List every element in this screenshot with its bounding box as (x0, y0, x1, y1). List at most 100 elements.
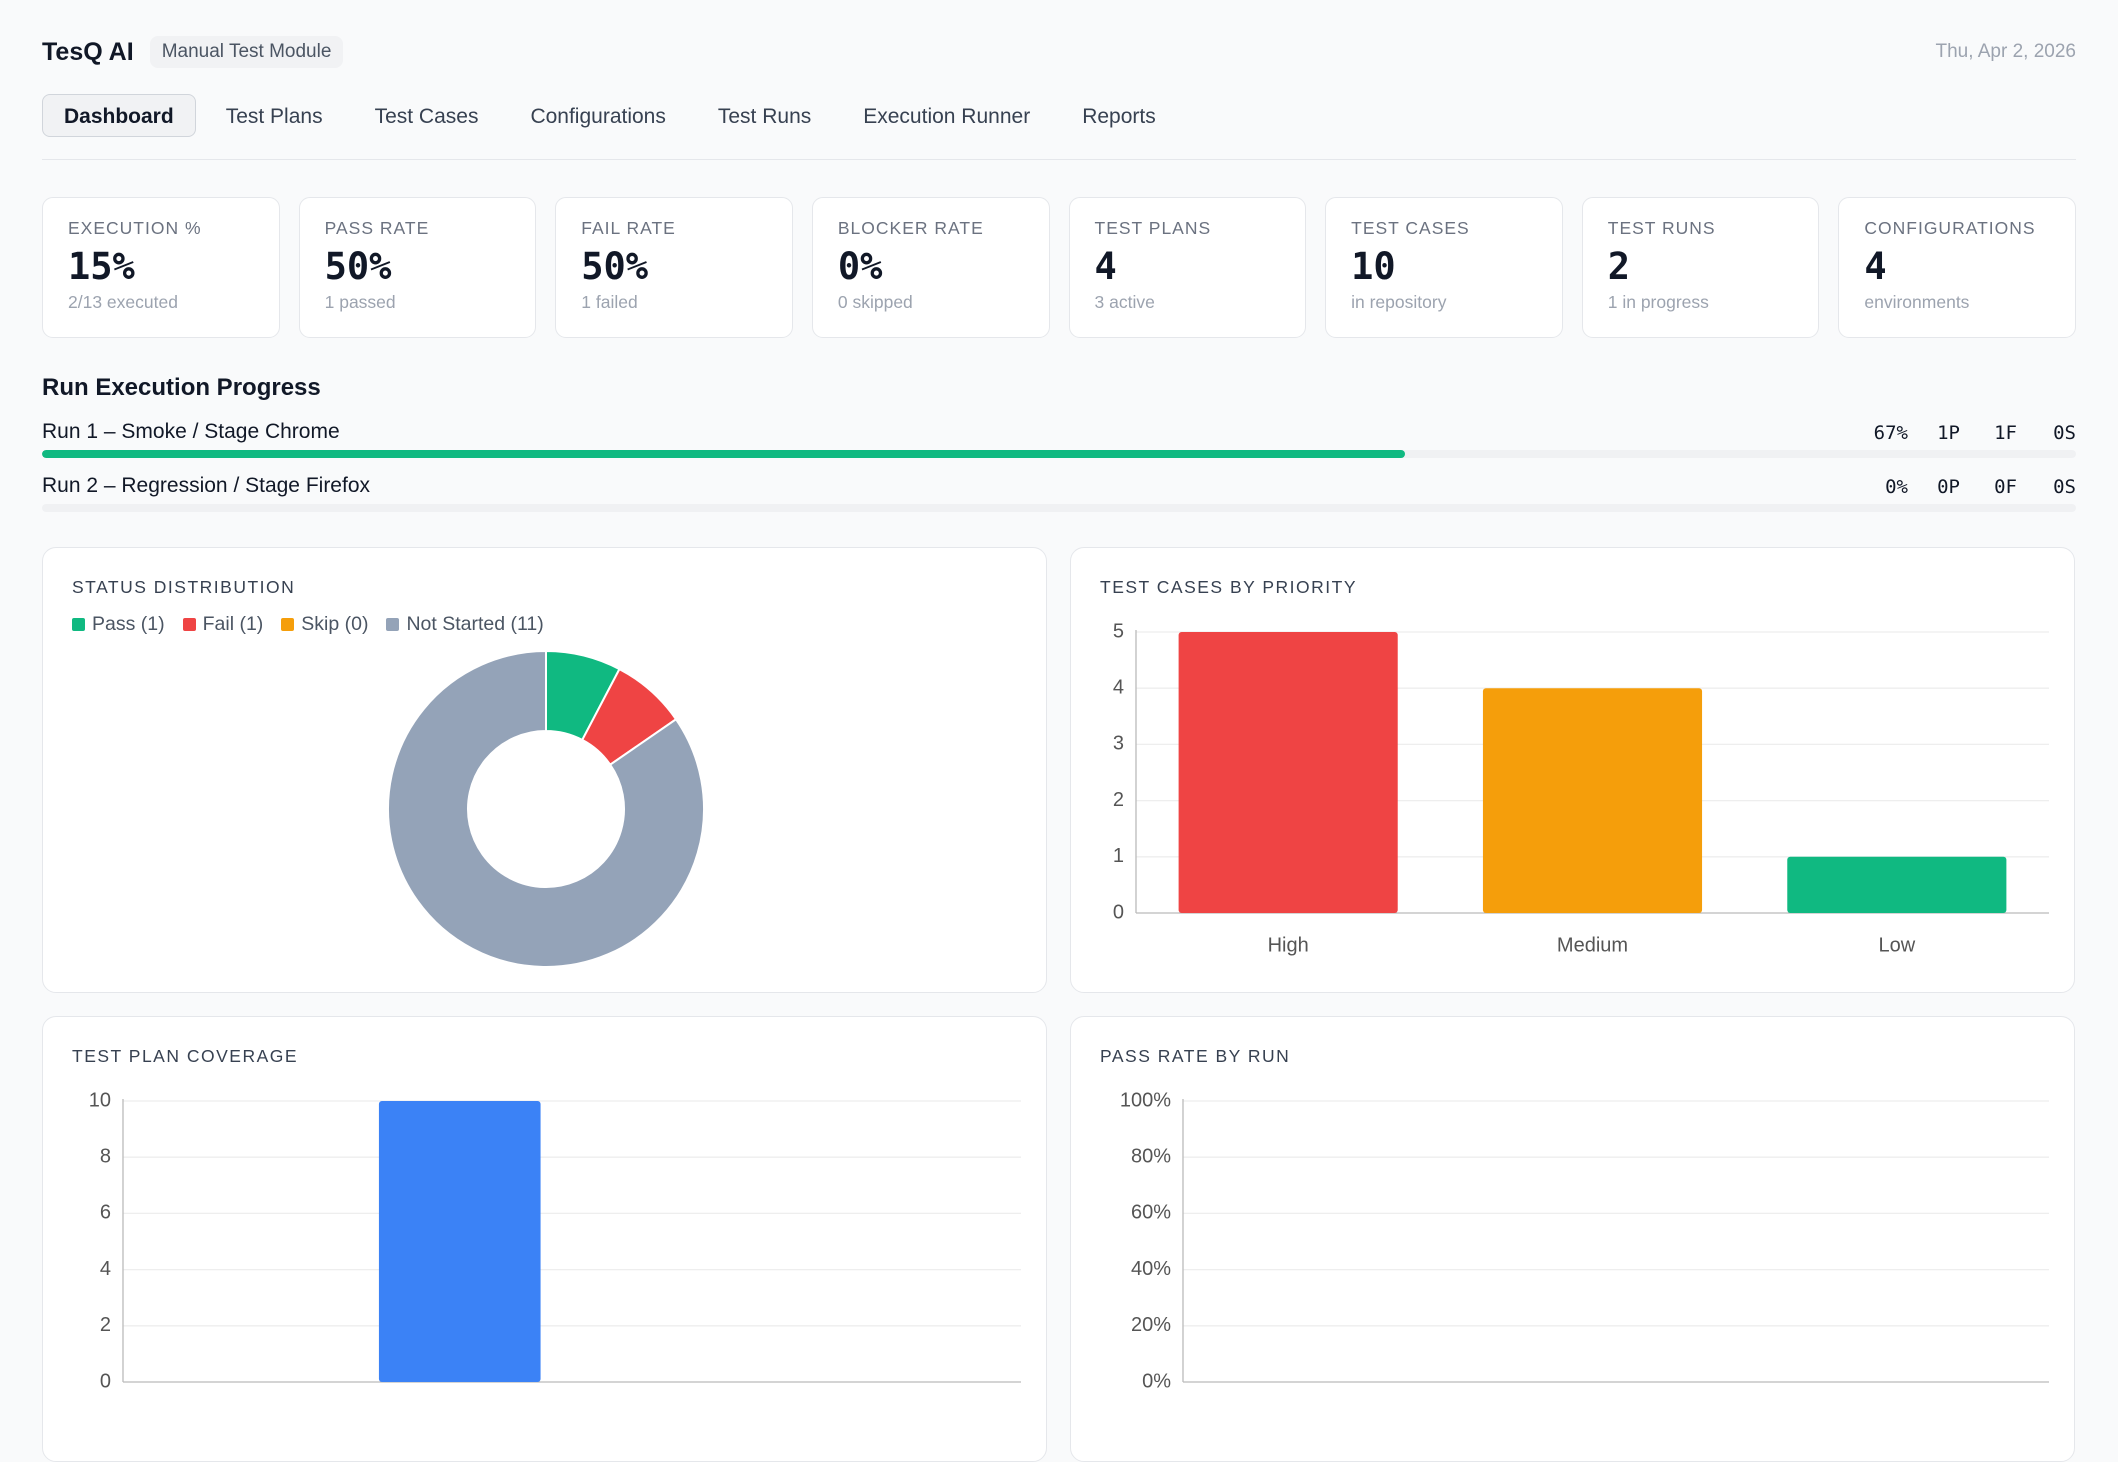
nav-tab[interactable]: Test Plans (225, 105, 323, 128)
stat-note: 2/13 executed (68, 292, 178, 312)
legend-label: Pass (1) (92, 613, 165, 635)
bar (378, 1101, 541, 1382)
stat-note: 3 active (1094, 292, 1155, 312)
stat-label: TEST RUNS (1607, 218, 1716, 238)
y-tick-label: 1 (1113, 845, 1124, 867)
stat-label: FAIL RATE (581, 218, 676, 238)
nav-tab[interactable]: Configurations (530, 105, 666, 128)
run-stat: 1F (1994, 422, 2017, 444)
legend: Pass (1) Fail (1) Skip (0) Not Started (11) (72, 613, 544, 636)
stat-value: 2 (1607, 245, 1631, 288)
nav-tab[interactable]: Test Runs (717, 105, 812, 128)
legend-swatch (72, 618, 85, 631)
stat-value: 0% (837, 245, 883, 288)
stat-label: EXECUTION % (68, 218, 202, 238)
chart: 0 2 4 6 8 10 (89, 1089, 1021, 1392)
stat-label: CONFIGURATIONS (1864, 218, 2036, 238)
chart-panel: STATUS DISTRIBUTION Pass (1) Fail (1) Skip … (42, 547, 1047, 993)
run-stat: 0S (2053, 476, 2076, 498)
y-tick-label: 4 (100, 1258, 111, 1280)
stat-note: 1 in progress (1607, 292, 1709, 312)
bar (1482, 688, 1703, 913)
y-tick-label: 100% (1120, 1089, 1171, 1111)
bar (1787, 856, 2007, 913)
y-tick-label: 2 (100, 1314, 111, 1336)
stat-note: 1 passed (324, 292, 396, 312)
stat-card: TEST CASES 10 in repository (1325, 197, 1563, 338)
y-tick-label: 0% (1142, 1370, 1171, 1392)
legend-swatch (182, 618, 196, 631)
chart-panel: 0 1 2 3 4 5 High Medium Low TEST CASES BY PRIORIT… (1070, 547, 2075, 993)
x-tick-label: Low (1878, 934, 1915, 956)
divider (42, 159, 2076, 160)
x-tick-label: High (1268, 934, 1309, 956)
legend-swatch (386, 618, 400, 631)
section-title: Run Execution Progress (42, 374, 321, 401)
nav-tab[interactable]: Reports (1082, 105, 1156, 128)
stat-label: TEST PLANS (1094, 218, 1212, 238)
nav-tab[interactable]: Dashboard (42, 94, 196, 137)
y-tick-label: 80% (1131, 1145, 1171, 1167)
chart-title: TEST CASES BY PRIORITY (1100, 577, 1357, 597)
stat-note: environments (1864, 292, 1970, 312)
stat-card: TEST RUNS 2 1 in progress (1581, 197, 1820, 338)
stat-note: 1 failed (581, 292, 638, 312)
y-tick-label: 10 (89, 1089, 111, 1111)
run-stat: 0S (2053, 422, 2076, 444)
bar (1178, 632, 1398, 913)
run-stat: 0P (1937, 476, 1960, 498)
chart-title: STATUS DISTRIBUTION (72, 577, 296, 597)
stat-value: 15% (68, 245, 135, 288)
y-tick-label: 2 (1113, 789, 1124, 811)
stat-card: CONFIGURATIONS 4 environments (1838, 197, 2076, 338)
x-tick-label: Medium (1557, 934, 1628, 956)
y-tick-label: 8 (100, 1145, 111, 1167)
legend-label: Not Started (11) (406, 613, 544, 635)
legend-item: Fail (1) (182, 613, 264, 636)
y-tick-label: 4 (1113, 676, 1124, 698)
stat-cards: EXECUTION % 15% 2/13 executed PASS RATE 50% 1… (42, 197, 2076, 338)
y-tick-label: 40% (1131, 1258, 1171, 1280)
run-row: Run 1 – Smoke / Stage Chrome 67% 1P 1F 0S (42, 420, 2076, 470)
stat-value: 10 (1351, 245, 1396, 288)
run-stat: 0F (1994, 476, 2017, 498)
run-name: Run 1 – Smoke / Stage Chrome (42, 420, 340, 443)
legend-item: Pass (1) (72, 613, 165, 636)
stat-label: PASS RATE (324, 218, 430, 238)
y-tick-label: 3 (1113, 733, 1124, 755)
legend-label: Skip (0) (301, 613, 369, 635)
chart-title: TEST PLAN COVERAGE (72, 1046, 299, 1066)
progress-fill (42, 450, 1405, 458)
y-tick-label: 5 (1113, 620, 1124, 642)
progress-track (42, 504, 2076, 512)
y-tick-label: 6 (100, 1202, 111, 1224)
run-stat: 1P (1937, 422, 1960, 444)
stat-note: 0 skipped (837, 292, 913, 312)
stat-value: 50% (324, 245, 392, 288)
stat-label: BLOCKER RATE (837, 218, 984, 238)
y-tick-label: 0 (1113, 901, 1124, 923)
legend-label: Fail (1) (202, 613, 264, 635)
chart (387, 649, 705, 968)
chart-panel: 0% 20% 40% 60% 80% 100% PASS RATE BY RUN (1070, 1016, 2075, 1462)
chart: 0 1 2 3 4 5 High Medium Low (1113, 620, 2049, 956)
y-tick-label: 60% (1131, 1202, 1171, 1224)
run-name: Run 2 – Regression / Stage Firefox (42, 474, 371, 497)
app-title: TesQ AI (42, 37, 134, 66)
y-tick-label: 20% (1131, 1314, 1171, 1336)
stat-card: FAIL RATE 50% 1 failed (555, 197, 793, 338)
run-row: Run 2 – Regression / Stage Firefox 0% 0P 0F… (42, 474, 2076, 524)
page: TesQ AI Manual Test Module Thu, Apr 2, 2… (42, 36, 2077, 1462)
nav-tab[interactable]: Test Cases (374, 105, 479, 128)
nav-tab[interactable]: Execution Runner (863, 105, 1031, 128)
stat-card: PASS RATE 50% 1 passed (298, 197, 537, 338)
pie-slice (387, 649, 705, 968)
y-tick-label: 0 (100, 1370, 111, 1392)
run-stat: 67% (1873, 422, 1908, 444)
progress-track (42, 450, 2076, 458)
module-badge: Manual Test Module (149, 36, 344, 68)
chart-title: PASS RATE BY RUN (1100, 1046, 1291, 1066)
legend-swatch (281, 618, 295, 631)
stat-label: TEST CASES (1351, 218, 1470, 238)
date: Thu, Apr 2, 2026 (1935, 41, 2077, 62)
